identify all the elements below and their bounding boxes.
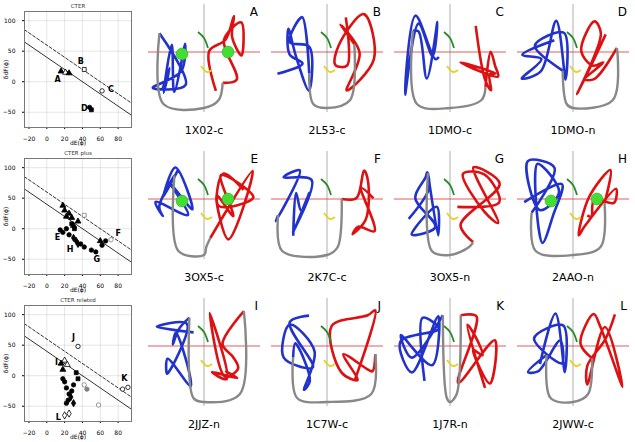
svg-text:dE(ϕ): dE(ϕ)	[70, 286, 86, 294]
svg-text:L: L	[56, 413, 61, 422]
svg-text:60: 60	[96, 135, 104, 142]
svg-text:J: J	[376, 299, 381, 313]
svg-text:1J7R-n: 1J7R-n	[432, 418, 467, 431]
svg-text:1C7W-c: 1C7W-c	[306, 418, 348, 431]
svg-text:−50: −50	[3, 108, 16, 115]
svg-text:E: E	[55, 233, 60, 242]
svg-text:CTER: CTER	[71, 3, 86, 9]
svg-text:−50: −50	[3, 255, 16, 262]
svg-text:I: I	[254, 299, 258, 313]
svg-text:F: F	[115, 229, 120, 238]
svg-text:1X02-c: 1X02-c	[185, 124, 224, 137]
svg-text:100: 100	[4, 311, 16, 318]
svg-text:0: 0	[12, 78, 16, 85]
svg-text:50: 50	[8, 341, 16, 348]
svg-text:100: 100	[4, 164, 16, 171]
svg-text:K: K	[496, 299, 505, 313]
svg-text:2K7C-c: 2K7C-c	[308, 271, 347, 284]
svg-text:100: 100	[4, 17, 16, 24]
svg-text:C: C	[496, 5, 504, 19]
svg-text:80: 80	[114, 135, 122, 142]
svg-text:60: 60	[96, 429, 104, 436]
svg-text:2JWW-c: 2JWW-c	[552, 418, 594, 431]
svg-text:L: L	[620, 299, 627, 313]
svg-text:δdF(ϕ): δdF(ϕ)	[2, 60, 10, 80]
svg-text:K: K	[121, 374, 128, 383]
svg-text:CTER plus: CTER plus	[64, 150, 92, 157]
svg-text:20: 20	[61, 282, 69, 289]
svg-text:dE(ϕ): dE(ϕ)	[70, 433, 86, 441]
svg-text:B: B	[373, 5, 381, 19]
svg-text:J: J	[71, 333, 75, 342]
svg-text:CTER related: CTER related	[60, 297, 96, 303]
svg-text:G: G	[495, 152, 504, 166]
svg-text:D: D	[618, 5, 627, 19]
svg-text:I: I	[55, 358, 58, 367]
svg-text:3OX5-c: 3OX5-c	[184, 271, 224, 284]
svg-text:H: H	[618, 152, 627, 166]
svg-text:0: 0	[45, 135, 49, 142]
svg-text:A: A	[54, 75, 61, 84]
svg-text:80: 80	[114, 282, 122, 289]
svg-text:3OX5-n: 3OX5-n	[430, 271, 470, 284]
svg-text:0: 0	[45, 282, 49, 289]
svg-text:−20: −20	[23, 429, 36, 436]
svg-text:G: G	[93, 255, 100, 264]
svg-text:D: D	[81, 104, 88, 113]
svg-text:50: 50	[8, 194, 16, 201]
svg-text:2L53-c: 2L53-c	[308, 124, 345, 137]
svg-text:dE(ϕ): dE(ϕ)	[70, 139, 86, 147]
svg-text:20: 20	[61, 429, 69, 436]
svg-text:2JJZ-n: 2JJZ-n	[188, 418, 220, 431]
svg-text:20: 20	[61, 135, 69, 142]
svg-text:0: 0	[12, 372, 16, 379]
svg-text:C: C	[108, 85, 114, 94]
svg-text:H: H	[67, 245, 74, 254]
svg-text:E: E	[250, 152, 258, 166]
svg-text:−20: −20	[23, 282, 36, 289]
svg-text:2AAO-n: 2AAO-n	[552, 271, 594, 284]
svg-text:1DMO-c: 1DMO-c	[428, 124, 472, 137]
svg-text:0: 0	[45, 429, 49, 436]
svg-text:80: 80	[114, 429, 122, 436]
svg-text:F: F	[374, 152, 381, 166]
svg-text:−20: −20	[23, 135, 36, 142]
svg-text:50: 50	[8, 47, 16, 54]
svg-text:1DMO-n: 1DMO-n	[551, 124, 596, 137]
svg-text:A: A	[250, 5, 259, 19]
svg-text:δdF(ϕ): δdF(ϕ)	[2, 354, 10, 374]
svg-text:B: B	[78, 57, 84, 66]
svg-text:60: 60	[96, 282, 104, 289]
svg-text:−50: −50	[3, 402, 16, 409]
svg-text:δdF(ϕ): δdF(ϕ)	[2, 207, 10, 227]
svg-text:0: 0	[12, 225, 16, 232]
